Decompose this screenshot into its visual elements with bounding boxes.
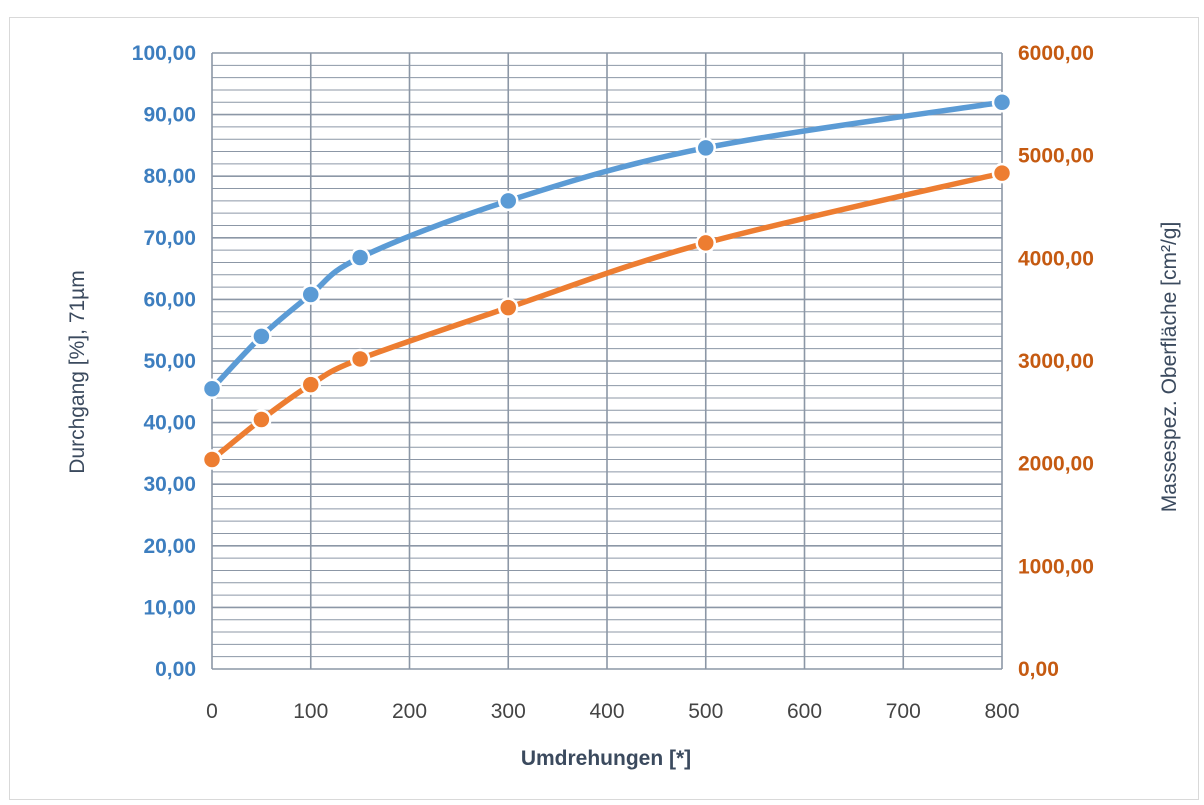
y-tick-label-left: 30,00	[143, 473, 196, 496]
grid-lines	[211, 52, 1003, 670]
data-point-oberflaeche	[991, 162, 1013, 184]
series-line-durchgang	[209, 99, 1005, 392]
data-point-durchgang	[251, 326, 272, 347]
x-tick-label: 0	[206, 700, 218, 723]
data-point-oberflaeche	[498, 297, 519, 318]
series-line-oberflaeche	[209, 170, 1005, 463]
data-point-durchgang	[201, 378, 223, 399]
y-tick-label-left: 50,00	[143, 350, 196, 373]
x-tick-label: 700	[886, 700, 921, 723]
y-tick-label-right: 3000,00	[1018, 350, 1094, 373]
tick-labels: 0,00 10,00 20,00 30,00 40,00 50,00 60,00 70,00 8…	[132, 42, 1094, 723]
data-point-durchgang	[695, 137, 716, 159]
data-point-oberflaeche	[251, 409, 272, 430]
y-tick-label-left: 40,00	[143, 412, 196, 435]
y-axis-title-left: Durchgang [%], 71µm	[66, 270, 89, 474]
x-tick-label: 400	[589, 700, 624, 723]
series-layer	[201, 92, 1013, 470]
y-tick-label-right: 0,00	[1018, 658, 1059, 681]
x-tick-label: 200	[392, 700, 427, 723]
y-tick-label-left: 70,00	[143, 227, 196, 250]
y-tick-label-left: 0,00	[155, 658, 196, 681]
data-point-oberflaeche	[300, 374, 321, 395]
y-tick-label-left: 10,00	[143, 596, 196, 619]
y-tick-label-right: 2000,00	[1018, 453, 1094, 476]
y-tick-label-right: 6000,00	[1018, 42, 1094, 65]
y-tick-label-left: 20,00	[143, 535, 196, 558]
x-tick-label: 800	[984, 700, 1019, 723]
y-tick-label-left: 90,00	[143, 104, 196, 127]
data-point-durchgang	[498, 190, 519, 212]
data-point-oberflaeche	[695, 232, 716, 254]
y-axis-title-right: Massespez. Oberfläche [cm²/g]	[1158, 222, 1181, 513]
x-tick-label: 100	[293, 700, 328, 723]
data-point-oberflaeche	[201, 449, 223, 470]
y-tick-label-left: 100,00	[132, 42, 196, 65]
x-tick-label: 500	[688, 700, 723, 723]
data-point-durchgang	[300, 284, 321, 305]
y-tick-label-right: 1000,00	[1018, 555, 1094, 578]
y-tick-label-left: 60,00	[143, 288, 196, 311]
y-tick-label-left: 80,00	[143, 165, 196, 188]
x-axis-title: Umdrehungen [*]	[521, 747, 691, 770]
data-point-durchgang	[349, 247, 371, 268]
x-tick-label: 600	[787, 700, 822, 723]
y-tick-label-right: 4000,00	[1018, 247, 1094, 270]
data-point-durchgang	[991, 92, 1013, 113]
x-tick-label: 300	[491, 700, 526, 723]
data-point-oberflaeche	[349, 348, 371, 370]
y-tick-label-right: 5000,00	[1018, 145, 1094, 168]
